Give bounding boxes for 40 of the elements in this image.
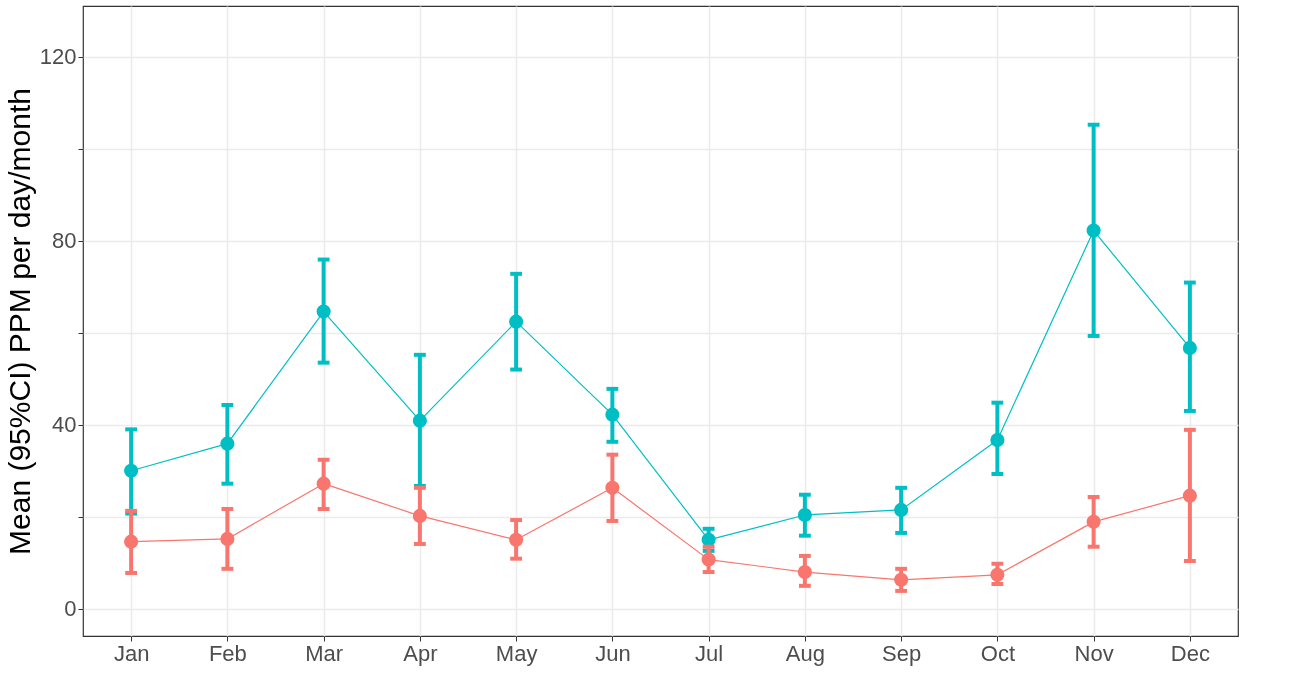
point [220,531,235,546]
point [1086,223,1101,238]
point [220,436,235,451]
x-tick-label: Jun [595,640,631,666]
y-tick-label: 80 [52,228,77,254]
point [316,304,331,319]
x-tick-label: Sep [882,640,922,666]
x-tick-label: Jul [695,640,724,666]
point [1086,514,1101,529]
point [990,432,1005,448]
y-axis-title: Mean (95%CI) PPM per day/month [2,88,36,555]
point [509,532,524,547]
y-tick-label: 40 [52,412,77,438]
x-tick-label: Jan [113,640,150,666]
x-tick-label: Oct [980,640,1015,666]
x-tick-label: Aug [785,640,825,666]
point [701,552,716,567]
point [509,314,524,329]
y-tick-label: 0 [64,596,77,622]
point [605,480,620,495]
point [1182,488,1197,503]
x-tick-label: Feb [208,640,247,666]
x-tick-label: Apr [403,640,438,666]
y-tick-label: 120 [39,44,77,70]
x-tick-label: Nov [1074,640,1114,666]
point [412,413,427,428]
point [797,507,812,523]
point [894,502,909,517]
point [605,407,620,422]
point [124,534,139,549]
x-tick-label: Dec [1170,640,1210,666]
x-tick-label: Mar [305,640,344,666]
x-tick-label: May [495,640,538,666]
point [124,463,139,478]
point [894,572,909,587]
point [797,564,812,580]
point [990,567,1005,582]
point [316,476,331,491]
point [412,508,427,523]
point [1182,340,1197,355]
